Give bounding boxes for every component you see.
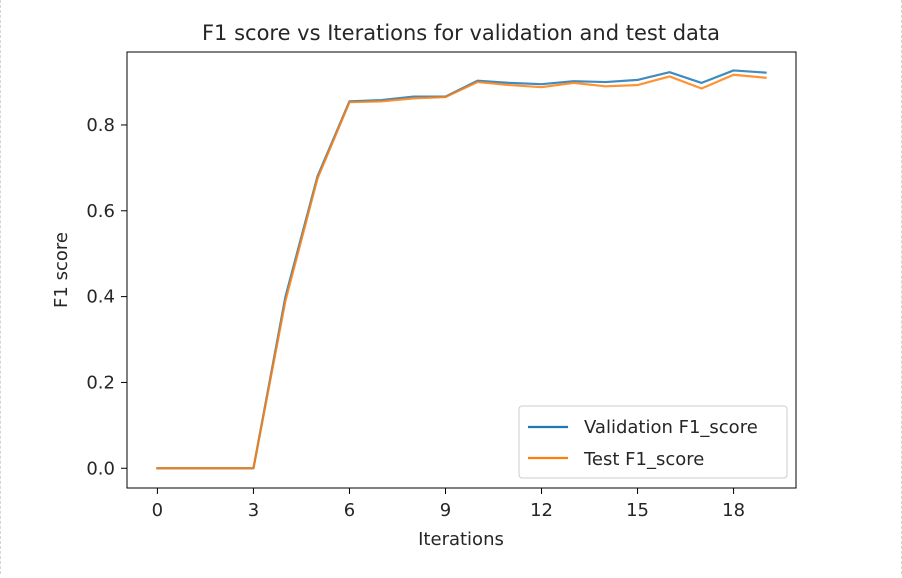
series-line-test bbox=[156, 73, 767, 470]
y-axis-label: F1 score bbox=[51, 232, 72, 308]
x-tick-label: 15 bbox=[626, 500, 649, 521]
x-tick-label: 12 bbox=[530, 500, 553, 521]
x-tick-label: 0 bbox=[152, 500, 163, 521]
x-axis-ticks: 0 3 6 9 12 15 18 bbox=[152, 488, 745, 521]
y-tick-label: 0.4 bbox=[86, 287, 115, 308]
series-layer bbox=[156, 69, 767, 470]
x-tick-label: 18 bbox=[722, 500, 745, 521]
legend-label-validation: Validation F1_score bbox=[584, 417, 758, 438]
y-tick-label: 0.0 bbox=[86, 458, 115, 479]
legend-box bbox=[518, 405, 788, 479]
x-tick-label: 9 bbox=[440, 500, 451, 521]
y-tick-label: 0.2 bbox=[86, 372, 115, 393]
legend-label-test: Test F1_score bbox=[583, 449, 704, 470]
chart-title: F1 score vs Iterations for validation an… bbox=[202, 21, 720, 45]
x-axis-label: Iterations bbox=[418, 529, 504, 550]
x-tick-label: 6 bbox=[344, 500, 355, 521]
legend: Validation F1_score Test F1_score bbox=[518, 405, 788, 479]
y-axis-ticks: 0.0 0.2 0.4 0.6 0.8 bbox=[86, 115, 127, 479]
plot-area-frame bbox=[126, 51, 797, 489]
x-tick-label: 3 bbox=[248, 500, 259, 521]
y-tick-label: 0.6 bbox=[86, 201, 115, 222]
y-tick-label: 0.8 bbox=[86, 115, 115, 136]
